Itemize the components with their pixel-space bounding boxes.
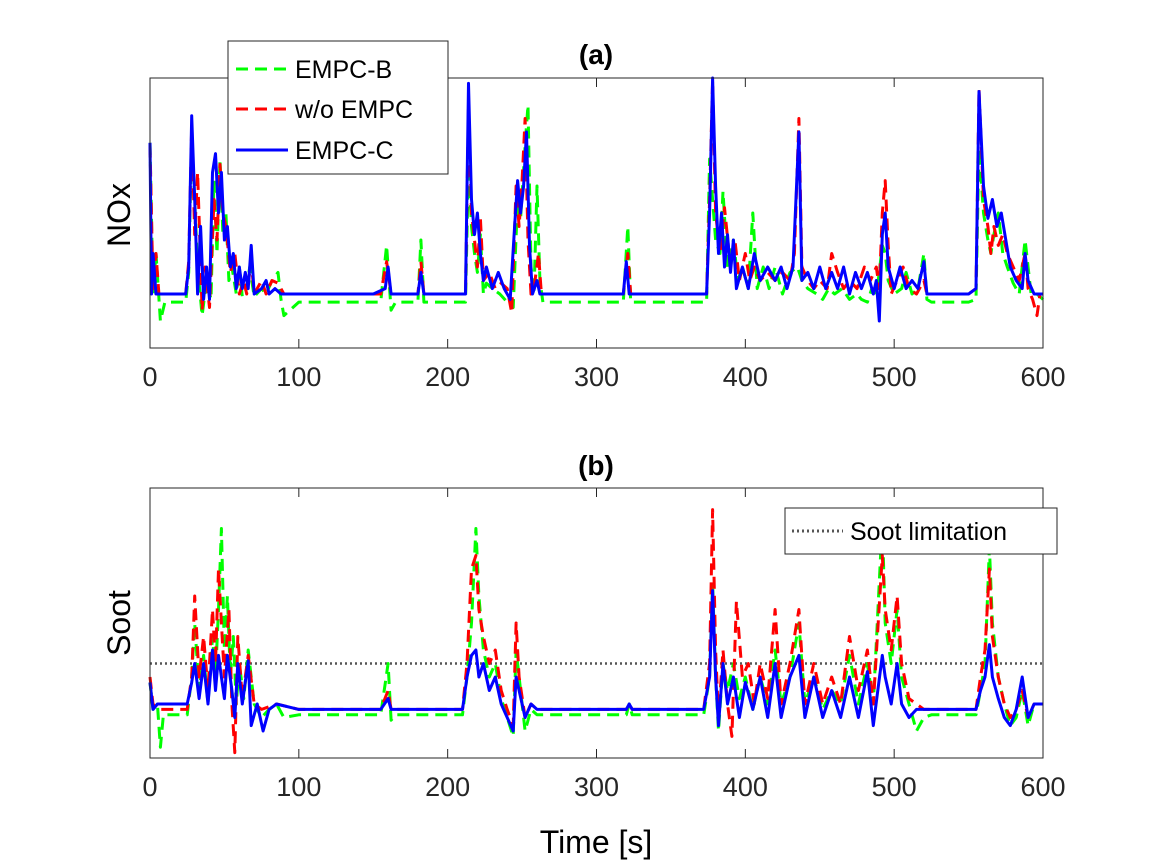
x-tick-label: 100 — [276, 362, 321, 392]
series-line-empc-c — [148, 589, 1043, 733]
legend-label-empc-c: EMPC-C — [295, 137, 394, 165]
panel-b-x-ticks: 0 100 200 300 400 500 600 — [142, 488, 1066, 802]
legend-label-soot-limitation: Soot limitation — [850, 518, 1007, 546]
panel-b-series-lines — [148, 508, 1043, 755]
x-tick-label: 400 — [723, 362, 768, 392]
panel-b-legend: Soot limitation — [784, 507, 1058, 555]
x-tick-label: 100 — [276, 772, 321, 802]
x-tick-label: 300 — [574, 362, 619, 392]
panel-a-nox: (a) NOx 0 100 200 300 400 500 600 EMPC-B w/o E… — [101, 39, 1066, 392]
panel-a-series-lines — [148, 76, 1045, 323]
x-tick-label: 600 — [1020, 362, 1065, 392]
series-line-w-o-empc — [148, 79, 1043, 318]
panel-a-ylabel: NOx — [101, 183, 137, 247]
x-tick-label: 500 — [872, 772, 917, 802]
x-tick-label: 500 — [872, 362, 917, 392]
x-tick-label: 600 — [1020, 772, 1065, 802]
panel-b-title: (b) — [578, 450, 614, 481]
panel-a-legend: EMPC-B w/o EMPC EMPC-C — [227, 40, 449, 175]
x-tick-label: 0 — [142, 772, 157, 802]
series-line-empc-c — [148, 76, 1043, 323]
panel-b-xlabel: Time [s] — [540, 824, 653, 860]
x-tick-label: 200 — [425, 772, 470, 802]
panel-b-soot: (b) Soot 0 100 200 300 400 500 600 Time [s] So… — [101, 450, 1066, 860]
legend-label-empc-b: EMPC-B — [295, 56, 392, 84]
x-tick-label: 300 — [574, 772, 619, 802]
x-tick-label: 200 — [425, 362, 470, 392]
panel-b-ylabel: Soot — [101, 590, 137, 656]
x-tick-label: 0 — [142, 362, 157, 392]
panel-a-x-ticks: 0 100 200 300 400 500 600 — [142, 78, 1066, 392]
legend-label-wo-empc: w/o EMPC — [294, 96, 413, 124]
panel-a-title: (a) — [579, 39, 613, 70]
x-tick-label: 400 — [723, 772, 768, 802]
panel-b-legend-box — [784, 507, 1058, 555]
